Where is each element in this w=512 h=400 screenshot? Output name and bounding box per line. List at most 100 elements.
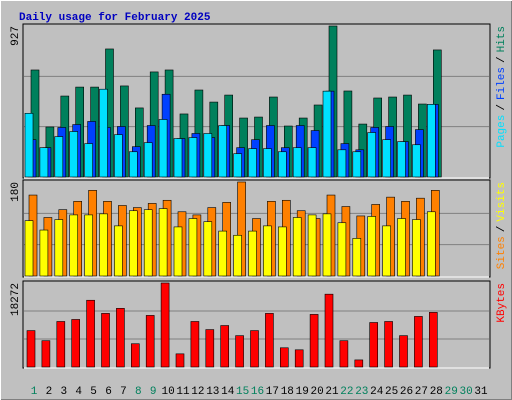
bar	[397, 218, 406, 277]
x-tick-label: 31	[474, 386, 488, 398]
bar	[384, 321, 393, 368]
legend-entry: KBytes	[496, 283, 508, 323]
x-tick-label: 16	[251, 386, 264, 398]
bar	[143, 142, 153, 178]
bar	[352, 238, 362, 277]
bar	[428, 312, 438, 368]
bar	[129, 210, 138, 277]
bar	[263, 225, 272, 277]
x-tick-label: 21	[325, 386, 339, 398]
bar	[292, 217, 302, 277]
bar	[248, 230, 257, 277]
legend: Sites / Visits	[496, 182, 508, 269]
bar	[369, 322, 379, 368]
legend-entry: Visits	[496, 182, 508, 222]
bar	[307, 147, 317, 178]
bar	[322, 213, 332, 277]
x-tick-label: 26	[400, 386, 413, 398]
bar	[158, 119, 168, 178]
bar	[412, 144, 421, 178]
bar	[129, 151, 138, 178]
bar	[101, 313, 110, 368]
bar	[143, 209, 153, 277]
x-tick-label: 22	[340, 386, 353, 398]
bar	[145, 315, 155, 368]
legend-entry: Files	[496, 67, 508, 100]
bar	[71, 319, 80, 368]
y-tick-label: 18272	[10, 283, 22, 316]
legend-entry: Hits	[496, 26, 508, 52]
chart-title: Daily usage for February 2025	[19, 12, 211, 24]
x-tick-label: 12	[191, 386, 204, 398]
bar	[218, 125, 227, 178]
bar	[399, 335, 408, 368]
bar	[24, 220, 34, 277]
x-tick-label: 18	[281, 386, 294, 398]
x-tick-label: 17	[266, 386, 279, 398]
x-tick-label: 10	[161, 386, 174, 398]
bar	[188, 218, 198, 277]
bar	[277, 151, 287, 178]
legend: Pages / Files / Hits	[496, 26, 508, 148]
x-tick-label: 7	[120, 386, 127, 398]
bar	[131, 343, 140, 368]
bar	[203, 133, 213, 178]
bar	[220, 325, 229, 368]
bar	[354, 359, 364, 368]
bar	[203, 221, 213, 277]
x-tick-label: 20	[310, 386, 323, 398]
legend-entry: Sites	[496, 236, 508, 269]
legend-separator: /	[496, 226, 508, 233]
bar	[160, 282, 170, 368]
bar	[26, 330, 36, 368]
bar	[294, 349, 304, 368]
bar	[24, 113, 34, 178]
bar	[382, 225, 391, 277]
x-tick-label: 23	[355, 386, 368, 398]
legend-separator: /	[496, 56, 508, 63]
x-tick-label: 25	[385, 386, 398, 398]
bar	[114, 225, 123, 277]
bar	[292, 147, 302, 178]
bar	[116, 308, 125, 368]
y-tick-label: 180	[10, 182, 22, 202]
bar	[235, 335, 244, 368]
bar	[339, 340, 349, 368]
bar	[250, 330, 259, 368]
x-tick-label: 27	[415, 386, 428, 398]
bar	[367, 132, 377, 178]
bar	[39, 147, 49, 178]
bar	[190, 321, 200, 368]
bar	[337, 149, 347, 178]
x-tick-label: 29	[445, 386, 458, 398]
bar	[337, 222, 347, 277]
bar	[54, 219, 64, 277]
bar	[248, 148, 257, 178]
x-tick-label: 4	[75, 386, 82, 398]
bar	[41, 340, 51, 368]
bar	[188, 137, 198, 178]
x-tick-label: 13	[206, 386, 219, 398]
x-tick-label: 15	[236, 386, 249, 398]
bar	[175, 353, 185, 368]
bar	[69, 131, 78, 178]
bar	[426, 211, 436, 277]
bar	[277, 226, 287, 277]
bar	[309, 314, 319, 368]
bar	[414, 316, 423, 368]
bar	[99, 88, 108, 178]
legend-separator: /	[496, 104, 508, 111]
bar	[173, 226, 183, 277]
bar	[307, 214, 317, 277]
bar	[56, 321, 66, 368]
bar	[352, 151, 362, 178]
bar	[322, 90, 332, 178]
x-tick-label: 9	[150, 386, 157, 398]
x-tick-label: 3	[60, 386, 67, 398]
bar	[84, 143, 93, 178]
bar	[426, 104, 436, 178]
bar	[324, 293, 334, 368]
bar	[279, 347, 289, 368]
x-tick-label: 6	[105, 386, 112, 398]
